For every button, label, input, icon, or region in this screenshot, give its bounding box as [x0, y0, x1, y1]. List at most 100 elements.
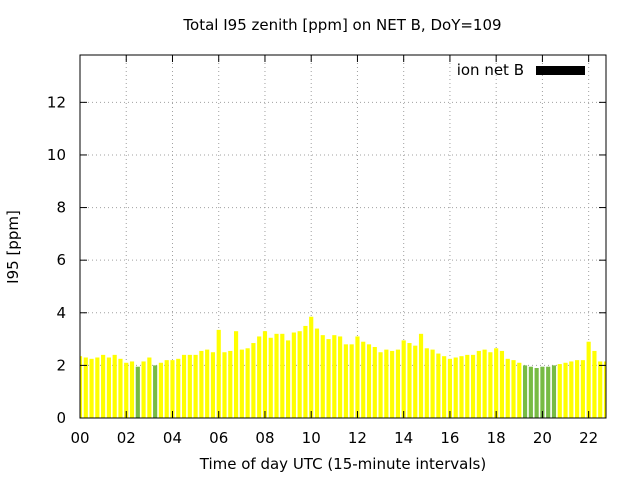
y-tick-label: 6 — [56, 251, 66, 269]
bar — [407, 343, 412, 418]
bar — [303, 325, 308, 418]
bar — [80, 356, 83, 418]
bar — [366, 344, 372, 418]
chart-title: Total I95 zenith [ppm] on NET B, DoY=109 — [183, 16, 502, 34]
bar — [228, 350, 233, 418]
bar — [135, 366, 140, 418]
bar — [442, 356, 447, 418]
bar — [245, 348, 250, 418]
bar — [511, 360, 516, 418]
bar — [482, 349, 487, 418]
bar — [210, 352, 216, 418]
bar — [470, 354, 476, 418]
y-tick-label: 2 — [56, 356, 66, 374]
bar — [395, 349, 400, 418]
bar — [378, 352, 383, 418]
bar — [129, 361, 135, 418]
bar — [153, 365, 158, 418]
bar — [361, 341, 366, 418]
bar — [239, 349, 244, 418]
legend-label: ion net B — [457, 61, 524, 79]
x-tick-label: 06 — [209, 429, 228, 447]
x-tick-label: 00 — [70, 429, 89, 447]
bar — [488, 352, 493, 418]
bar — [430, 349, 435, 418]
bar — [540, 366, 545, 418]
x-tick-label: 10 — [302, 429, 321, 447]
legend-swatch — [536, 66, 585, 75]
bar — [580, 360, 585, 418]
bar — [320, 335, 325, 418]
bar — [436, 353, 441, 418]
bar — [349, 344, 354, 418]
bar — [233, 331, 239, 418]
bar — [170, 360, 175, 418]
bar — [372, 346, 377, 418]
bar — [83, 357, 88, 418]
bar — [314, 328, 320, 418]
x-tick-label: 12 — [348, 429, 367, 447]
bar — [291, 332, 296, 418]
bar — [280, 333, 285, 418]
x-tick-label: 16 — [440, 429, 459, 447]
bar — [522, 365, 528, 418]
bar — [592, 350, 597, 418]
bar — [546, 366, 551, 418]
bar — [505, 358, 510, 418]
legend: ion net B — [457, 61, 585, 79]
bar — [603, 361, 606, 418]
y-tick-label: 8 — [56, 199, 66, 217]
bar — [251, 343, 256, 418]
bar — [95, 357, 100, 418]
x-axis-label: Time of day UTC (15-minute intervals) — [199, 455, 487, 473]
bar — [453, 357, 458, 418]
bar — [598, 361, 603, 418]
bar — [499, 350, 505, 418]
bar — [193, 354, 198, 418]
bar — [257, 336, 262, 418]
bar — [187, 354, 192, 418]
bar — [124, 362, 129, 418]
bar — [118, 358, 123, 418]
bar — [268, 337, 273, 418]
bar — [424, 348, 429, 418]
bar — [112, 354, 117, 418]
bar — [401, 340, 406, 418]
bar — [262, 331, 268, 418]
y-tick-label: 12 — [47, 93, 66, 111]
bar — [199, 350, 204, 418]
x-tick-label: 04 — [163, 429, 182, 447]
bar — [418, 333, 424, 418]
plot-frame — [79, 54, 607, 419]
x-tick-label: 08 — [255, 429, 274, 447]
bar — [326, 339, 331, 418]
y-tick-label: 4 — [56, 304, 66, 322]
bar — [164, 360, 169, 418]
bar — [465, 354, 470, 418]
bar — [557, 364, 562, 418]
bar — [147, 357, 152, 418]
x-tick-label: 02 — [117, 429, 136, 447]
bar — [89, 358, 94, 418]
bar — [459, 356, 464, 418]
x-tick-label: 14 — [394, 429, 413, 447]
bar — [447, 358, 453, 418]
bar — [551, 365, 557, 418]
bar — [216, 329, 221, 418]
bar — [286, 340, 291, 418]
bar — [586, 341, 591, 418]
bar — [176, 358, 181, 418]
bar — [355, 336, 360, 418]
bar — [106, 357, 111, 418]
bar — [274, 333, 279, 418]
y-tick-label: 0 — [56, 409, 66, 427]
bar — [181, 354, 187, 418]
bar — [534, 368, 539, 418]
x-tick-label: 22 — [579, 429, 598, 447]
x-tick-label: 18 — [487, 429, 506, 447]
bar — [158, 362, 164, 418]
bar — [141, 361, 146, 418]
